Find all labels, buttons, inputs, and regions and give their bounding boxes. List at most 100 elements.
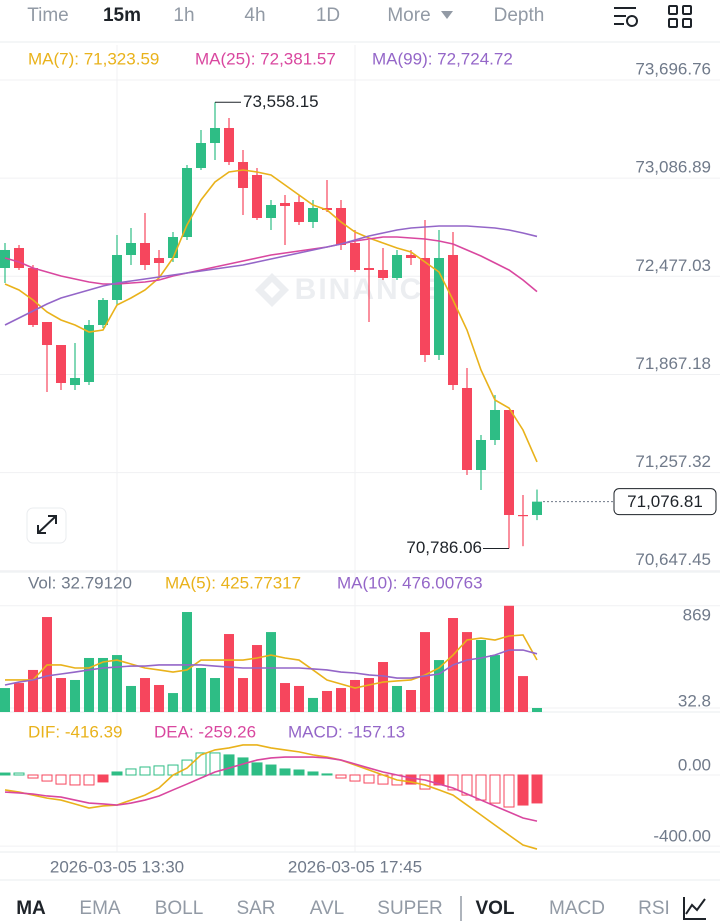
macd-bar <box>265 764 277 776</box>
y-tick-label: 0.00 <box>678 755 711 774</box>
timeframe-tab[interactable]: More <box>387 5 430 26</box>
y-tick-label: -400.00 <box>653 827 711 846</box>
candle-body <box>378 269 388 278</box>
volume-bar <box>154 684 164 712</box>
indicator-tab[interactable]: SUPER <box>377 898 442 919</box>
macd-bar <box>69 774 81 786</box>
volume-bar <box>294 685 304 712</box>
candle-body <box>392 254 402 278</box>
candle-body <box>350 243 360 270</box>
macd-bar <box>195 752 207 776</box>
volume-bar <box>336 688 346 712</box>
volume-bar <box>322 690 332 712</box>
macd-bar <box>209 752 221 776</box>
volume-bar <box>462 632 472 712</box>
macd-bar <box>55 774 67 785</box>
more-caret[interactable] <box>441 11 453 19</box>
layout-icon[interactable] <box>668 5 692 28</box>
y-tick-label: 73,086.89 <box>635 158 711 177</box>
candle-body <box>98 299 108 326</box>
timeframe-tab[interactable]: 4h <box>244 5 265 26</box>
macd-bar <box>335 774 347 779</box>
indicator-tab[interactable]: BOLL <box>155 898 204 919</box>
volume-bar <box>420 632 430 712</box>
macd-bar <box>41 774 53 782</box>
indicator-tab[interactable]: EMA <box>79 898 121 919</box>
volume-bar <box>56 678 66 712</box>
macd-bar <box>27 774 39 779</box>
candle-body <box>490 409 500 440</box>
indicator-tab[interactable]: MACD <box>549 898 605 919</box>
indicator-tab[interactable]: SAR <box>236 898 275 919</box>
legend-entry: MA(7): 71,323.59 <box>28 49 159 68</box>
indicator-line <box>4 649 538 686</box>
watermark-logo <box>255 273 289 307</box>
legend-entry: DEA: -259.26 <box>154 722 256 741</box>
indicator-tab[interactable]: AVL <box>310 898 345 919</box>
volume-bar <box>252 645 262 712</box>
volume-bar <box>182 612 192 712</box>
timeframe-tab[interactable]: 1D <box>316 5 340 26</box>
indicator-line <box>5 634 538 689</box>
macd-bar <box>433 774 445 786</box>
volume-bar <box>224 634 234 712</box>
volume-bar <box>266 632 276 712</box>
volume-bar <box>364 678 374 712</box>
candle-body <box>476 439 486 470</box>
y-tick-label: 71,867.18 <box>635 354 711 373</box>
candle-body <box>294 201 304 223</box>
candle-body <box>140 243 150 266</box>
candle-body <box>196 143 206 169</box>
macd-bar <box>363 774 375 784</box>
macd-bar <box>83 774 95 786</box>
candle-body <box>448 254 458 386</box>
volume-bar <box>476 640 486 712</box>
candle-body <box>280 202 290 207</box>
timeframe-tab[interactable]: Depth <box>494 5 545 26</box>
expand-button[interactable] <box>26 507 67 544</box>
volume-bar <box>532 707 542 712</box>
candle-body <box>532 501 542 515</box>
settings-icon[interactable] <box>614 7 638 27</box>
volume-bar <box>84 657 94 712</box>
indicator-line <box>4 744 538 850</box>
volume-bar <box>126 685 136 712</box>
legend-entry: MA(10): 476.00763 <box>337 573 483 592</box>
legend-entry: MA(99): 72,724.72 <box>372 49 513 68</box>
macd-bar <box>307 771 319 776</box>
volume-bar <box>350 679 360 712</box>
macd-bar <box>447 774 459 791</box>
volume-bar <box>168 693 178 712</box>
candle-body <box>336 208 346 246</box>
indicator-tab[interactable]: RSI <box>638 898 670 919</box>
y-tick-label: 70,647.45 <box>635 550 711 569</box>
chart-type-icon[interactable] <box>683 897 706 920</box>
macd-bar <box>153 765 165 776</box>
indicator-tab[interactable]: VOL <box>475 898 514 919</box>
volume-bar <box>112 655 122 712</box>
candle-body <box>434 258 444 356</box>
candle-body <box>56 345 66 384</box>
macd-bar <box>97 774 109 783</box>
indicator-line <box>4 225 538 326</box>
macd-bar <box>461 774 473 796</box>
candle-body <box>210 127 220 144</box>
volume-bar <box>434 660 444 712</box>
candle-body <box>28 267 38 326</box>
candle-body <box>504 409 514 515</box>
indicator-line <box>4 169 538 463</box>
candle-body <box>224 127 234 163</box>
time-label: 2026-03-05 17:45 <box>288 857 422 876</box>
timeframe-tab[interactable]: 1h <box>173 5 194 26</box>
volume-bar <box>140 678 150 712</box>
volume-bar <box>392 685 402 712</box>
volume-bar <box>490 655 500 712</box>
indicator-tab[interactable]: MA <box>16 898 46 919</box>
timeframe-tab[interactable]: 15m <box>103 5 141 26</box>
legend-entry: MA(5): 425.77317 <box>165 573 301 592</box>
timeframe-tab[interactable]: Time <box>27 5 69 26</box>
max-label: 73,558.15 <box>243 92 319 111</box>
macd-bar <box>503 774 515 808</box>
